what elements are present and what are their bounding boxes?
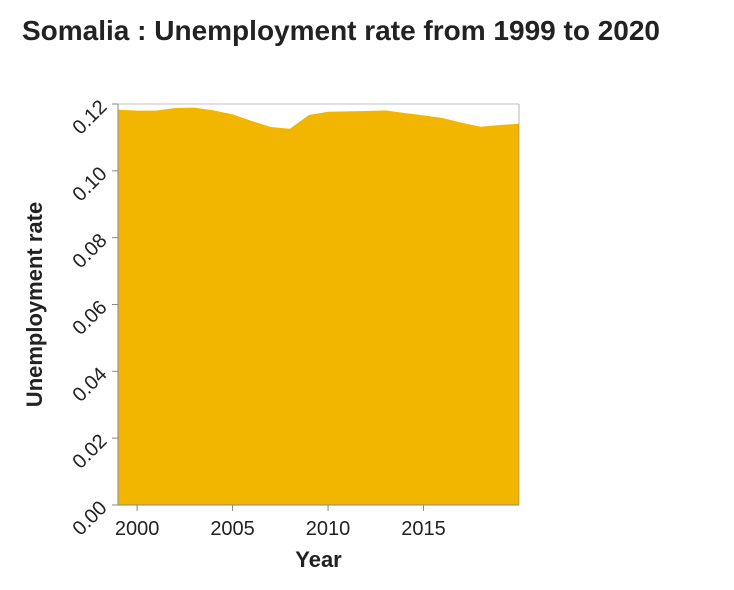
y-tick-label: 0.10: [68, 163, 111, 206]
area-series-fill: [118, 107, 519, 506]
plot-area: [118, 103, 520, 506]
y-tick-label: 0.08: [68, 230, 111, 273]
chart-title: Somalia : Unemployment rate from 1999 to…: [22, 15, 660, 46]
y-tick-label: 0.00: [68, 497, 111, 540]
y-tick-label: 0.12: [68, 96, 111, 139]
x-tick-label: 2000: [115, 518, 160, 540]
y-axis-title: Unemployment rate: [22, 202, 47, 407]
x-tick-label: 2005: [210, 518, 255, 540]
y-tick-label: 0.06: [68, 296, 111, 339]
x-axis-title: Year: [295, 547, 342, 572]
x-axis: 2000 2005 2010 2015: [115, 504, 519, 540]
y-axis: 0.00 0.02 0.04 0.06 0.08 0.10 0.12: [68, 96, 119, 540]
x-tick-label: 2010: [306, 518, 351, 540]
y-tick-label: 0.02: [68, 430, 111, 473]
x-tick-label: 2015: [401, 518, 446, 540]
y-tick-label: 0.04: [68, 363, 111, 406]
